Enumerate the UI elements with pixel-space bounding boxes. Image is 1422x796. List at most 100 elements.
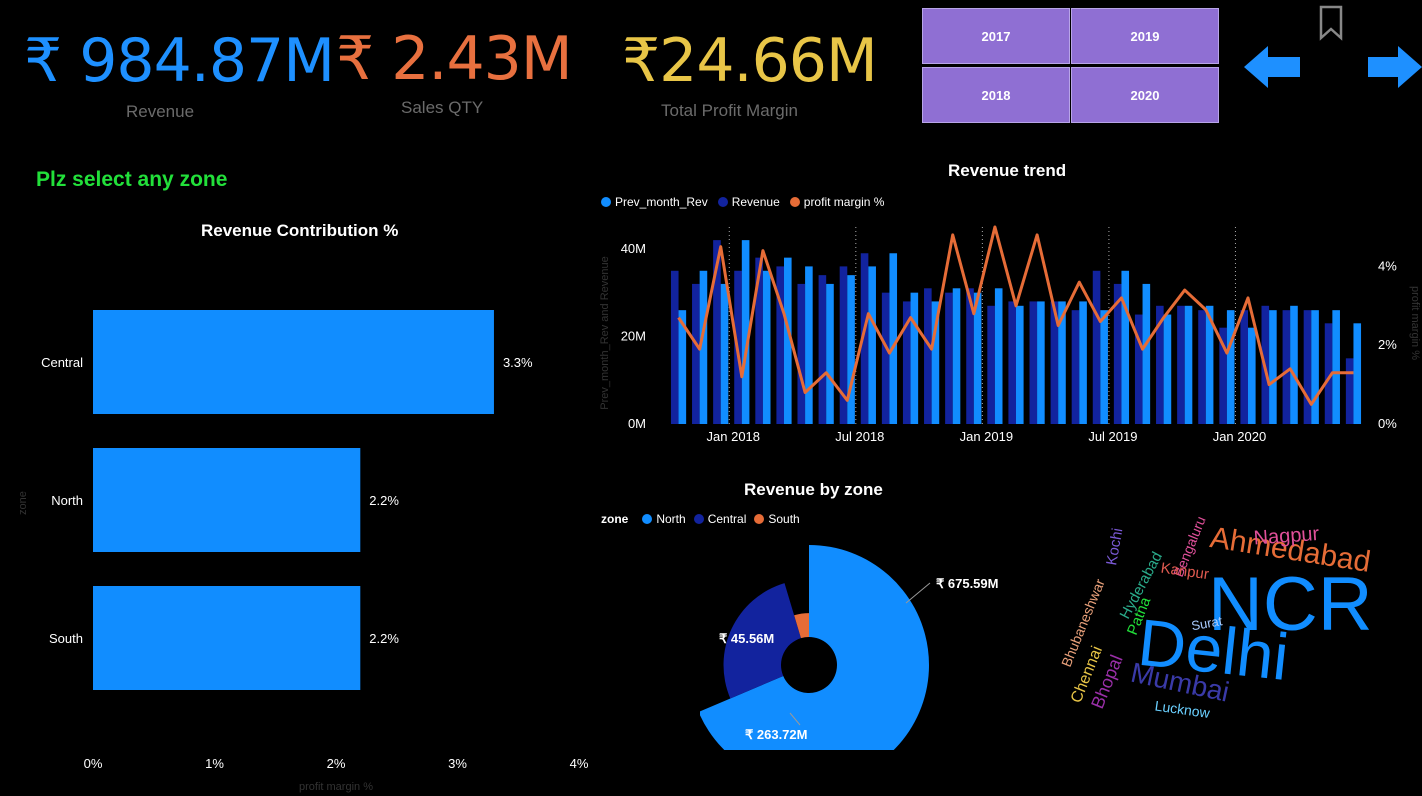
revenue-bar[interactable] xyxy=(797,283,806,424)
prev-month-rev-bar[interactable] xyxy=(973,292,982,424)
revenue-bar[interactable] xyxy=(987,305,995,424)
contribution-bar-chart: Central 3.3% North 2.2% South 2.2% 0% 1% 2% 3% 4% p… xyxy=(17,310,589,793)
prev-month-rev-bar[interactable] xyxy=(910,292,919,424)
year-button-2020[interactable]: 2020 xyxy=(1071,67,1219,123)
prev-month-rev-bar[interactable] xyxy=(868,266,876,424)
prev-month-rev-bar[interactable] xyxy=(931,301,940,424)
prev-month-rev-bar[interactable] xyxy=(1311,310,1319,424)
city-nagpur[interactable]: Nagpur xyxy=(1253,523,1320,550)
trend-y-tick: 0M xyxy=(628,416,646,431)
prev-month-rev-bar[interactable] xyxy=(994,288,1003,424)
contribution-bar-central[interactable] xyxy=(93,310,494,414)
revenue-bar[interactable] xyxy=(881,292,890,424)
zone-rose-chart: ₹ 675.59M ₹ 263.72M ₹ 45.56M xyxy=(700,545,998,750)
prev-month-rev-bar[interactable] xyxy=(952,288,961,424)
prev-month-rev-bar[interactable] xyxy=(720,283,729,424)
revenue-bar[interactable] xyxy=(1198,310,1206,424)
year-button-2018[interactable]: 2018 xyxy=(922,67,1070,123)
year-button-2019[interactable]: 2019 xyxy=(1071,8,1219,64)
prev-month-rev-bar[interactable] xyxy=(1100,310,1108,424)
revenue-bar[interactable] xyxy=(818,275,827,424)
profit-margin-line[interactable] xyxy=(677,225,1354,406)
revenue-bar[interactable] xyxy=(776,266,784,424)
legend-dot-profit-margin xyxy=(789,197,800,207)
prev-month-rev-bar[interactable] xyxy=(1016,305,1024,424)
contribution-category-label: Central xyxy=(41,355,83,370)
year-button-2017[interactable]: 2017 xyxy=(922,8,1070,64)
revenue-bar[interactable] xyxy=(1324,323,1333,424)
revenue-bar[interactable] xyxy=(713,240,721,424)
revenue-bar[interactable] xyxy=(1303,310,1312,424)
legend-label-north: North xyxy=(656,512,686,526)
revenue-bar[interactable] xyxy=(1113,283,1122,424)
revenue-bar[interactable] xyxy=(1008,301,1016,424)
revenue-bar[interactable] xyxy=(1345,358,1354,424)
trend-x-tick: Jul 2018 xyxy=(835,429,884,444)
prev-month-rev-bar[interactable] xyxy=(889,253,898,424)
revenue-bar[interactable] xyxy=(692,283,700,424)
revenue-bar[interactable] xyxy=(1050,301,1059,424)
contribution-bar-north[interactable] xyxy=(93,448,361,552)
contribution-x-tick: 2% xyxy=(327,756,346,771)
prev-month-rev-bar[interactable] xyxy=(1058,301,1066,424)
revenue-bar[interactable] xyxy=(670,270,679,424)
prev-month-rev-bar[interactable] xyxy=(805,266,813,424)
revenue-bar[interactable] xyxy=(945,292,953,424)
zone-slice-south[interactable] xyxy=(794,613,809,639)
revenue-bar[interactable] xyxy=(1219,327,1227,424)
prev-month-rev-bar[interactable] xyxy=(1184,305,1193,424)
prev-month-rev-bar[interactable] xyxy=(678,310,687,424)
revenue-bar[interactable] xyxy=(924,288,932,424)
prev-month-rev-bar[interactable] xyxy=(1037,301,1045,424)
prev-month-rev-bar[interactable] xyxy=(1142,283,1151,424)
prev-month-rev-bar[interactable] xyxy=(1121,270,1130,424)
forward-arrow-icon[interactable] xyxy=(1366,46,1422,88)
back-arrow-icon[interactable] xyxy=(1244,46,1302,88)
prev-month-rev-bar[interactable] xyxy=(1205,305,1214,424)
revenue-bar[interactable] xyxy=(1240,310,1248,424)
legend-dot-revenue xyxy=(717,197,728,207)
prev-month-rev-bar[interactable] xyxy=(1248,327,1256,424)
prev-month-rev-bar[interactable] xyxy=(1332,310,1340,424)
legend-label-prev-month: Prev_month_Rev xyxy=(615,195,708,209)
prev-month-rev-bar[interactable] xyxy=(847,275,855,424)
prev-month-rev-bar[interactable] xyxy=(1226,310,1235,424)
revenue-bar[interactable] xyxy=(860,253,869,424)
prev-month-rev-bar[interactable] xyxy=(762,270,771,424)
prev-month-rev-bar[interactable] xyxy=(699,270,708,424)
contribution-x-tick: 3% xyxy=(448,756,467,771)
revenue-bar[interactable] xyxy=(1071,310,1080,424)
revenue-bar[interactable] xyxy=(1029,301,1038,424)
revenue-bar[interactable] xyxy=(839,266,848,424)
prev-month-rev-bar[interactable] xyxy=(1079,301,1087,424)
zone-slice-central[interactable] xyxy=(723,583,801,699)
bookmark-icon[interactable] xyxy=(1318,5,1344,41)
city-lucknow[interactable]: Lucknow xyxy=(1154,698,1212,722)
city-surat[interactable]: Surat xyxy=(1190,613,1224,633)
prev-month-rev-bar[interactable] xyxy=(741,240,750,424)
zone-slice-north[interactable] xyxy=(700,545,929,750)
contribution-bar-south[interactable] xyxy=(93,586,361,690)
revenue-bar[interactable] xyxy=(966,288,974,424)
revenue-bar[interactable] xyxy=(1134,314,1143,424)
prev-month-rev-bar[interactable] xyxy=(1353,323,1362,424)
city-kanpur[interactable]: Kanpur xyxy=(1160,560,1210,584)
city-kochi[interactable]: Kochi xyxy=(1103,527,1126,567)
city-delhi[interactable]: Delhi xyxy=(1135,605,1292,694)
profit-margin-kpi-label: Total Profit Margin xyxy=(661,101,798,120)
revenue-bar[interactable] xyxy=(902,301,911,424)
legend-label-profit-margin: profit margin % xyxy=(803,195,885,209)
revenue-bar[interactable] xyxy=(755,257,763,424)
prev-month-rev-bar[interactable] xyxy=(826,283,834,424)
prev-month-rev-bar[interactable] xyxy=(1290,305,1298,424)
revenue-bar[interactable] xyxy=(1282,310,1291,424)
legend-dot-prev-month xyxy=(601,197,611,207)
revenue-bar[interactable] xyxy=(1177,305,1185,424)
revenue-bar[interactable] xyxy=(1092,270,1101,424)
city-ncr[interactable]: NCR xyxy=(1208,562,1373,647)
revenue-bar[interactable] xyxy=(1156,305,1164,424)
prev-month-rev-bar[interactable] xyxy=(1269,310,1277,424)
prev-month-rev-bar[interactable] xyxy=(1163,314,1172,424)
prev-month-rev-bar[interactable] xyxy=(784,257,792,424)
zone-prompt-text: Plz select any zone xyxy=(36,168,228,191)
